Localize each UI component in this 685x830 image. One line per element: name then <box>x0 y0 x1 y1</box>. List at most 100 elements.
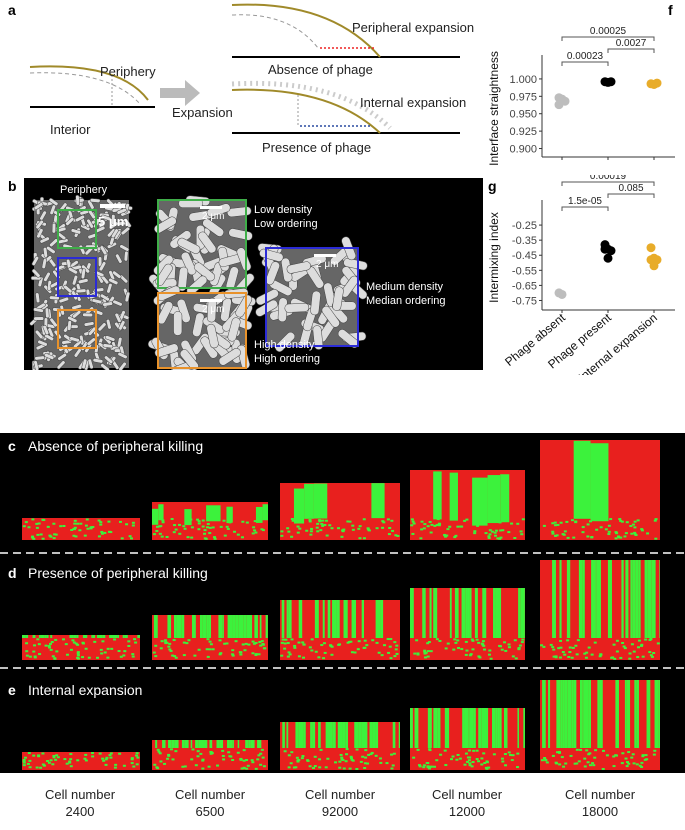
y-tick-label: -0.35 <box>512 235 537 247</box>
y-axis-label: Interface straightness <box>487 51 501 166</box>
row-c-label: c <box>8 438 16 454</box>
cell-number-label: Cell number <box>174 787 246 802</box>
internal-expansion-label: Internal expansion <box>360 95 467 110</box>
colony-simulation <box>410 708 525 770</box>
cell-number-value: 6500 <box>195 804 225 819</box>
cell-number-caption: Cell number 2400 <box>35 786 125 820</box>
data-point <box>606 77 616 87</box>
p-value-label: 0.00023 <box>567 51 604 62</box>
significance-bracket <box>607 48 655 53</box>
data-point <box>600 244 610 254</box>
data-point <box>652 78 662 88</box>
cell-number-caption: Cell number 12000 <box>422 786 512 820</box>
colony-simulation <box>540 560 660 660</box>
significance-bracket <box>607 193 655 198</box>
row-e-title: Internal expansion <box>28 682 143 698</box>
data-point <box>557 289 567 299</box>
cell-number-value: 18000 <box>581 804 619 819</box>
sem-texture <box>147 285 256 370</box>
colony-simulation <box>152 740 268 770</box>
colony-simulation <box>280 600 400 660</box>
data-point <box>603 253 613 263</box>
colony-simulation <box>410 588 525 660</box>
cell-number-value: 12000 <box>448 804 486 819</box>
significance-bracket <box>561 61 609 66</box>
cell-number-label: Cell number <box>564 787 636 802</box>
chart-g: -0.75 -0.65 -0.55 -0.45 -0.35 -0.25 Intermixin… <box>487 175 675 375</box>
colony-simulation <box>410 470 525 540</box>
row-d-title: Presence of peripheral killing <box>28 565 208 581</box>
colony-simulation <box>152 615 268 660</box>
scale-bar-2um: 2 μm <box>316 259 338 270</box>
cell-number-value: 2400 <box>65 804 95 819</box>
y-tick-label: -0.25 <box>512 220 537 232</box>
interior-label: Interior <box>50 122 91 137</box>
p-value-label: 0.0027 <box>616 38 647 49</box>
y-tick-label: 0.975 <box>509 91 537 103</box>
sem-texture <box>255 236 368 352</box>
colony-simulation <box>22 752 140 770</box>
significance-bracket <box>561 206 609 211</box>
scale-bar-2um: 2 μm <box>202 211 224 222</box>
y-tick-label: -0.45 <box>512 250 537 262</box>
data-point <box>649 261 659 271</box>
colony-simulation <box>540 680 660 770</box>
p-value-label: 0.00019 <box>590 175 627 182</box>
periphery-label: Periphery <box>100 64 156 79</box>
y-tick-label: 1.000 <box>509 74 537 86</box>
panel-b-label: b <box>8 178 17 194</box>
expansion-arrow-icon <box>160 80 200 106</box>
row-d-label: d <box>8 565 17 581</box>
blue-box-line2: Median ordering <box>366 295 446 307</box>
x-tick-label: Internal expansion <box>576 311 660 375</box>
expansion-label: Expansion <box>172 105 233 120</box>
colony-simulation <box>22 518 140 540</box>
row-e-label: e <box>8 682 16 698</box>
y-tick-label: -0.65 <box>512 280 537 292</box>
panel-a-label: a <box>8 2 16 18</box>
colony-simulation <box>280 483 400 540</box>
absence-of-phage-label: Absence of phage <box>268 62 373 77</box>
orange-box-line1: High density <box>254 339 315 351</box>
p-value-label: 1.5e-05 <box>568 196 602 207</box>
blue-roi-box <box>57 257 97 297</box>
panel-a-diagram <box>29 3 460 134</box>
panel-f-label: f <box>668 2 673 18</box>
presence-of-phage-label: Presence of phage <box>262 140 372 155</box>
colony-simulation <box>280 722 400 770</box>
cell-number-label: Cell number <box>304 787 376 802</box>
cell-number-value: 92000 <box>321 804 359 819</box>
data-point <box>554 100 564 110</box>
scale-bar-5um: 5 μm <box>98 214 129 229</box>
colony-simulations <box>0 440 685 770</box>
y-tick-label: 0.925 <box>509 126 537 138</box>
cell-number-label: Cell number <box>44 787 116 802</box>
colony-simulation <box>152 502 268 540</box>
colony-simulation <box>22 635 140 660</box>
orange-box-line2: High ordering <box>254 353 321 365</box>
blue-box-line1: Medium density <box>366 281 444 293</box>
sem-periphery-label: Periphery <box>60 184 108 196</box>
sem-images: 2 μm 2 μm 2 μm <box>29 195 368 370</box>
data-point <box>646 243 656 253</box>
orange-roi-box <box>57 309 97 349</box>
cell-number-caption: Cell number 18000 <box>555 786 645 820</box>
panel-g-label: g <box>488 178 497 194</box>
scale-bar <box>100 204 125 208</box>
significance-bracket <box>561 181 655 186</box>
p-value-label: 0.085 <box>618 183 643 194</box>
green-box-line2: Low ordering <box>254 218 318 230</box>
y-tick-label: -0.75 <box>512 295 537 307</box>
y-axis-label: Intermixing index <box>487 212 501 303</box>
peripheral-expansion-label: Peripheral expansion <box>352 20 475 35</box>
significance-bracket <box>561 36 655 41</box>
row-c-title: Absence of peripheral killing <box>28 438 204 454</box>
p-value-label: 0.00025 <box>590 26 627 37</box>
cell-number-caption: Cell number 6500 <box>165 786 255 820</box>
chart-f: 0.900 0.925 0.950 0.975 1.000 Interface strai… <box>487 26 675 166</box>
scale-bar-2um: 2 μm <box>202 304 224 315</box>
cell-number-caption: Cell number 92000 <box>295 786 385 820</box>
y-tick-label: 0.900 <box>509 144 537 156</box>
y-tick-label: -0.55 <box>512 265 537 277</box>
green-box-line1: Low density <box>254 204 313 216</box>
